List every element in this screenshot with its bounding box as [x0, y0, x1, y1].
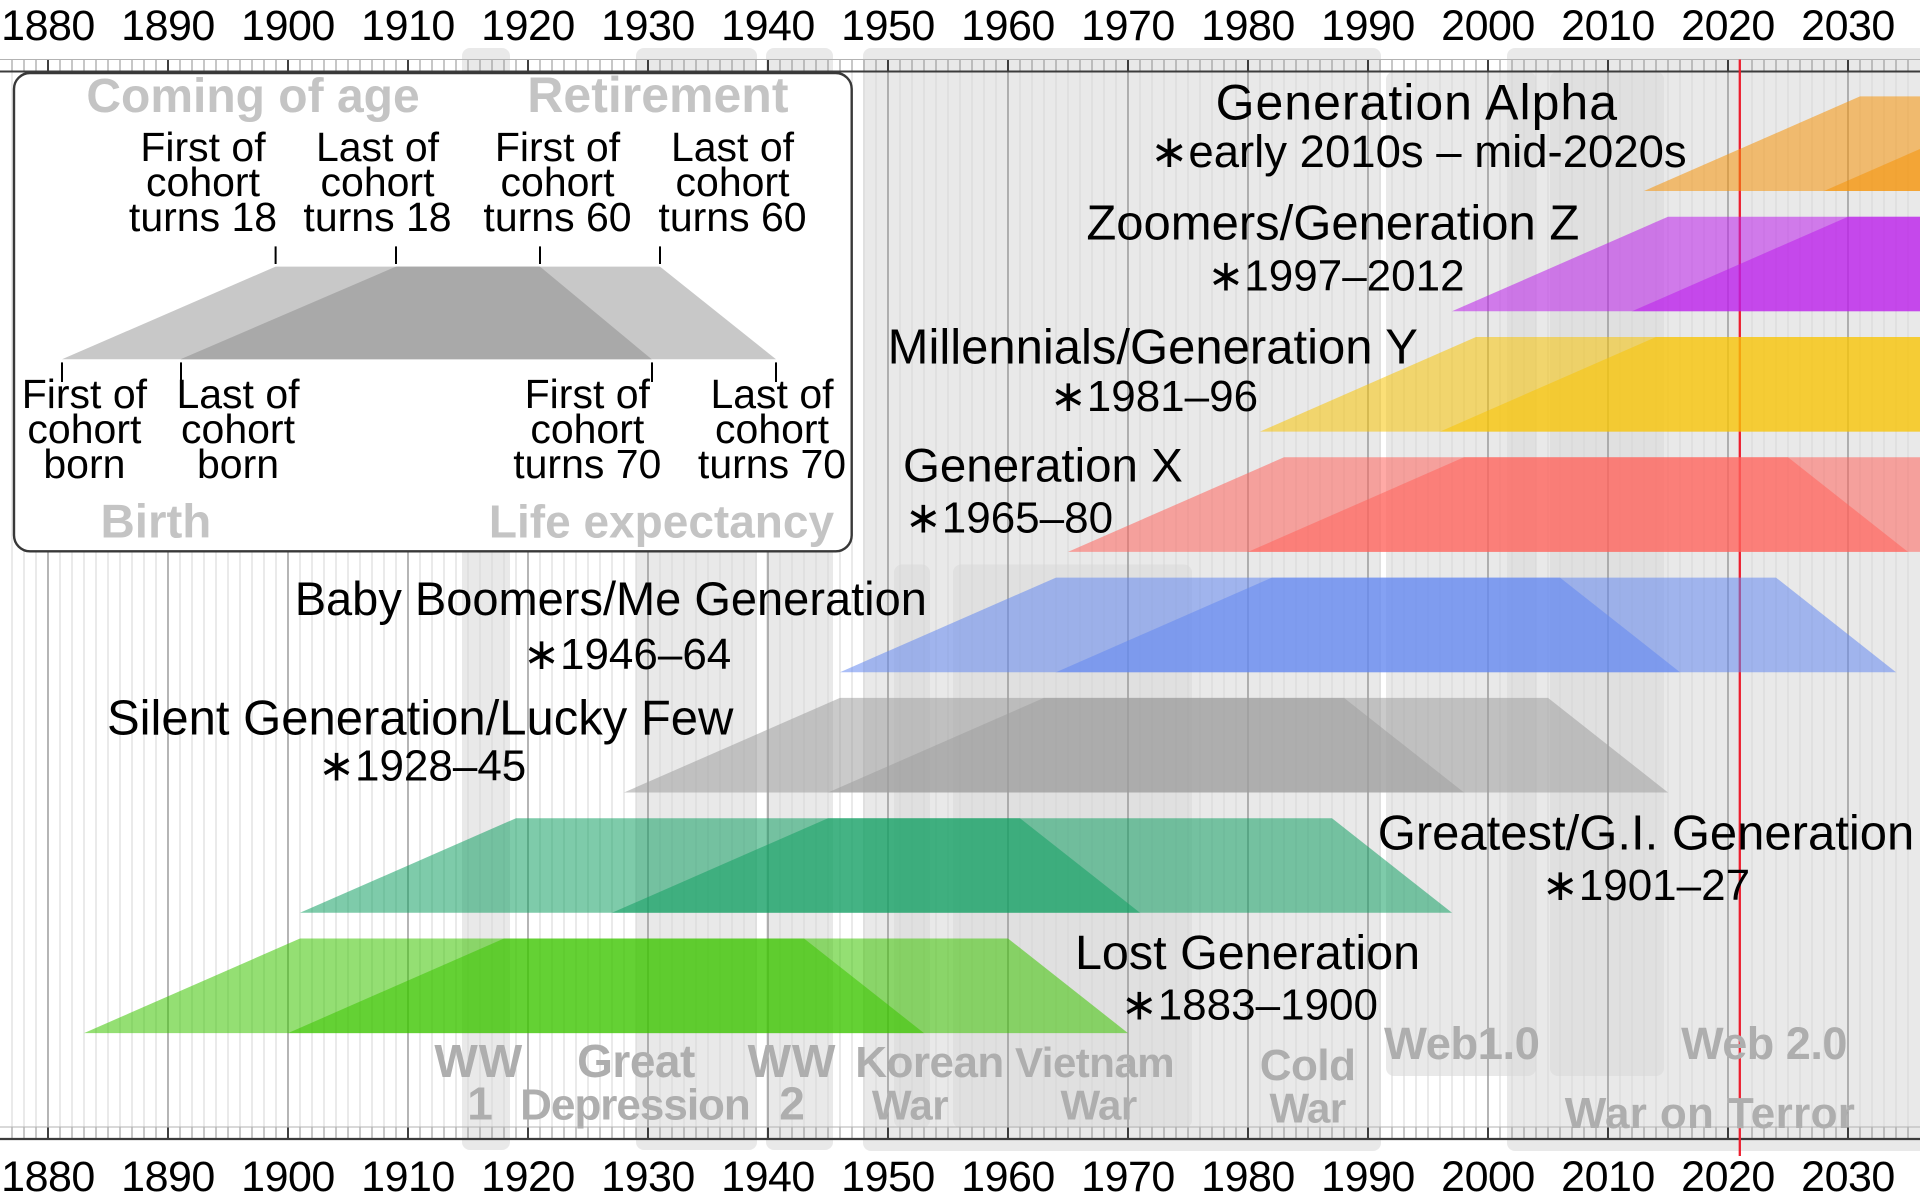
- svg-text:Last of: Last of: [710, 371, 834, 417]
- svg-text:Millennials/Generation Y: Millennials/Generation Y: [888, 321, 1418, 375]
- svg-text:cohort: cohort: [715, 406, 830, 452]
- svg-text:Depression: Depression: [520, 1081, 750, 1130]
- svg-text:Korean: Korean: [855, 1038, 1004, 1087]
- svg-text:∗1928–45: ∗1928–45: [318, 742, 526, 791]
- svg-text:born: born: [43, 441, 125, 487]
- svg-text:2010: 2010: [1561, 2, 1655, 50]
- svg-text:Web 2.0: Web 2.0: [1681, 1018, 1847, 1069]
- svg-text:2030: 2030: [1801, 1153, 1895, 1200]
- svg-text:Web1.0: Web1.0: [1384, 1018, 1539, 1069]
- svg-text:∗early 2010s – mid-2020s: ∗early 2010s – mid-2020s: [1150, 126, 1686, 177]
- svg-text:1980: 1980: [1201, 1153, 1295, 1200]
- svg-text:Greatest/G.I. Generation: Greatest/G.I. Generation: [1378, 806, 1915, 860]
- svg-text:1880: 1880: [1, 2, 95, 50]
- svg-text:∗1883–1900: ∗1883–1900: [1121, 980, 1378, 1029]
- svg-text:Lost Generation: Lost Generation: [1075, 926, 1420, 980]
- svg-text:cohort: cohort: [501, 159, 616, 205]
- svg-text:1960: 1960: [961, 2, 1055, 50]
- svg-text:Last of: Last of: [316, 124, 440, 170]
- svg-text:cohort: cohort: [181, 406, 296, 452]
- svg-text:Cold: Cold: [1260, 1041, 1356, 1090]
- svg-text:turns 18: turns 18: [129, 194, 277, 240]
- svg-text:Vietnam: Vietnam: [1015, 1039, 1174, 1086]
- svg-text:∗1901–27: ∗1901–27: [1542, 861, 1750, 910]
- svg-text:1950: 1950: [841, 1153, 935, 1200]
- svg-text:1980: 1980: [1201, 2, 1295, 50]
- svg-text:Last of: Last of: [176, 371, 300, 417]
- svg-text:∗1981–96: ∗1981–96: [1050, 372, 1258, 421]
- svg-text:2020: 2020: [1681, 2, 1775, 50]
- svg-text:1: 1: [467, 1078, 493, 1130]
- svg-text:Generation Alpha: Generation Alpha: [1216, 75, 1618, 131]
- svg-text:∗1965–80: ∗1965–80: [905, 494, 1113, 543]
- svg-text:turns 70: turns 70: [698, 441, 846, 487]
- svg-text:Birth: Birth: [100, 496, 211, 549]
- svg-text:War on Terror: War on Terror: [1565, 1089, 1856, 1138]
- svg-text:2020: 2020: [1681, 1153, 1775, 1200]
- svg-text:1990: 1990: [1321, 2, 1415, 50]
- svg-text:Last of: Last of: [671, 124, 795, 170]
- svg-text:turns 70: turns 70: [513, 441, 661, 487]
- svg-text:2010: 2010: [1561, 1153, 1655, 1200]
- svg-text:First of: First of: [22, 371, 148, 417]
- svg-text:born: born: [197, 441, 279, 487]
- svg-text:cohort: cohort: [321, 159, 436, 205]
- svg-text:1960: 1960: [961, 1153, 1055, 1200]
- svg-text:1990: 1990: [1321, 1153, 1415, 1200]
- svg-text:War: War: [1060, 1082, 1136, 1129]
- svg-text:turns 60: turns 60: [658, 194, 806, 240]
- svg-text:First of: First of: [140, 124, 266, 170]
- svg-text:First of: First of: [495, 124, 621, 170]
- svg-text:1940: 1940: [721, 1153, 815, 1200]
- svg-text:1930: 1930: [601, 1153, 695, 1200]
- svg-text:2030: 2030: [1801, 2, 1895, 50]
- svg-text:1920: 1920: [481, 1153, 575, 1200]
- svg-text:1920: 1920: [481, 2, 575, 50]
- svg-text:2: 2: [779, 1078, 805, 1130]
- svg-text:1900: 1900: [241, 2, 335, 50]
- svg-text:War: War: [872, 1082, 948, 1129]
- svg-text:cohort: cohort: [530, 406, 645, 452]
- svg-text:turns 18: turns 18: [303, 194, 451, 240]
- svg-text:1910: 1910: [361, 1153, 455, 1200]
- svg-text:Coming of age: Coming of age: [86, 70, 419, 123]
- svg-text:1970: 1970: [1081, 1153, 1175, 1200]
- svg-text:Life expectancy: Life expectancy: [489, 496, 835, 548]
- svg-text:Retirement: Retirement: [527, 67, 789, 123]
- svg-text:1880: 1880: [1, 1153, 95, 1200]
- svg-text:War: War: [1269, 1085, 1345, 1132]
- svg-text:1930: 1930: [601, 2, 695, 50]
- svg-text:1890: 1890: [121, 2, 215, 50]
- svg-text:WW: WW: [434, 1035, 523, 1087]
- svg-text:1890: 1890: [121, 1153, 215, 1200]
- svg-text:∗1946–64: ∗1946–64: [523, 630, 731, 679]
- svg-text:cohort: cohort: [146, 159, 261, 205]
- svg-text:2000: 2000: [1441, 1153, 1535, 1200]
- svg-text:∗1997–2012: ∗1997–2012: [1207, 252, 1464, 301]
- svg-text:1970: 1970: [1081, 2, 1175, 50]
- svg-text:Great: Great: [577, 1035, 695, 1087]
- svg-text:1940: 1940: [721, 2, 815, 50]
- svg-text:WW: WW: [748, 1035, 837, 1087]
- svg-text:1900: 1900: [241, 1153, 335, 1200]
- svg-text:1910: 1910: [361, 2, 455, 50]
- svg-text:turns 60: turns 60: [483, 194, 631, 240]
- svg-text:cohort: cohort: [676, 159, 791, 205]
- svg-text:2000: 2000: [1441, 2, 1535, 50]
- svg-text:Silent Generation/Lucky Few: Silent Generation/Lucky Few: [107, 692, 734, 746]
- svg-text:1950: 1950: [841, 2, 935, 50]
- svg-text:Zoomers/Generation Z: Zoomers/Generation Z: [1086, 197, 1579, 251]
- svg-text:First of: First of: [525, 371, 651, 417]
- svg-text:cohort: cohort: [27, 406, 142, 452]
- svg-text:Baby Boomers/Me Generation: Baby Boomers/Me Generation: [295, 572, 927, 625]
- svg-text:Generation X: Generation X: [903, 439, 1183, 492]
